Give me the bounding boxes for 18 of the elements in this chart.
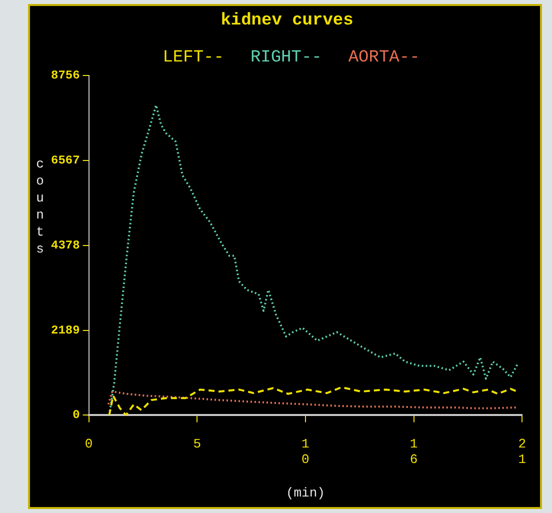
- y-tick-label: 0: [72, 408, 80, 422]
- y-axis-title: counts: [36, 156, 44, 257]
- y-tick-label: 2189: [50, 323, 80, 338]
- text: LEFT--: [162, 48, 224, 68]
- y-tick-label: 4378: [50, 238, 80, 252]
- x-tick-label: 16: [410, 436, 418, 468]
- text: AORTA--: [348, 48, 420, 68]
- x-tick-label: 5: [193, 436, 202, 452]
- line-series: [107, 390, 518, 410]
- y-tick-label: 8756: [50, 68, 80, 82]
- x-axis-title: (min): [286, 486, 325, 501]
- x-tick-label: 10: [302, 436, 310, 468]
- x-tick-label: 0: [84, 436, 93, 452]
- y-tick-label: 6567: [50, 153, 80, 168]
- chart-title: kidnev curves: [220, 11, 354, 30]
- line-series: [108, 386, 518, 416]
- x-tick-label: 2 1: [518, 436, 526, 468]
- text: RIGHT--: [250, 48, 322, 68]
